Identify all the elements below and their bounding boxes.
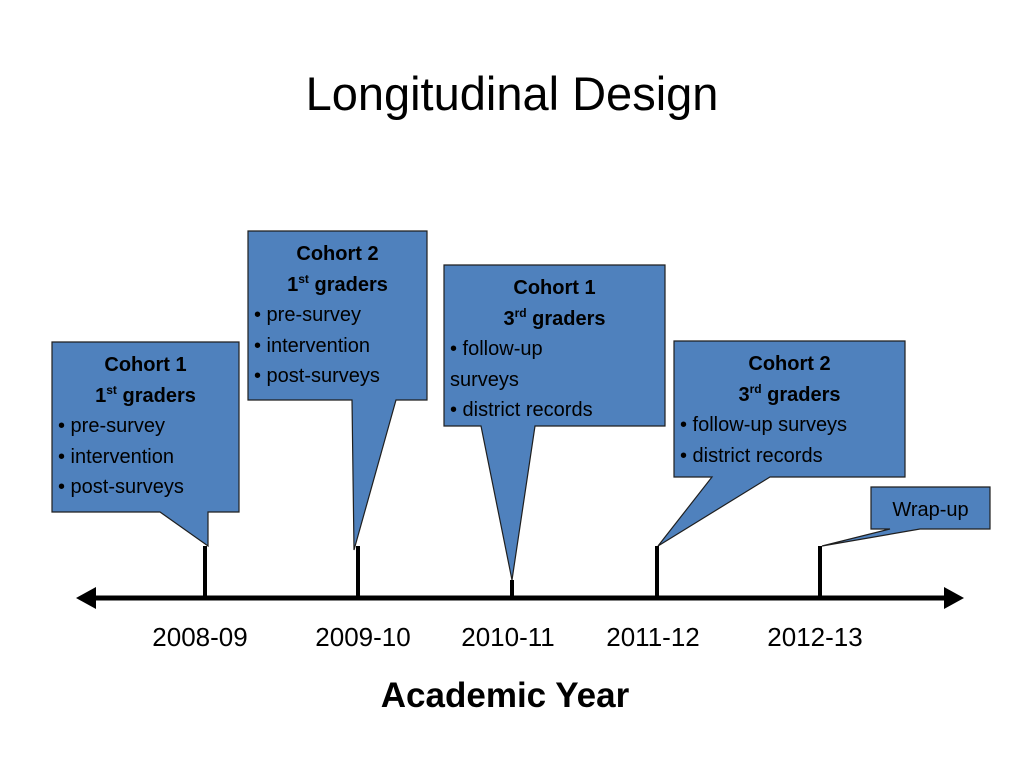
callout-cohort2-3rd: Cohort 2 3rd graders • follow-up surveys…	[674, 345, 905, 475]
callout-item: • district records	[450, 399, 593, 421]
callout-cohort: Cohort 1	[104, 354, 187, 376]
year-label-2009-10: 2009-10	[315, 622, 411, 652]
callout-1-shape	[51, 341, 240, 548]
callout-cohort1-1st: Cohort 1 1st graders • pre-survey • inte…	[52, 346, 239, 507]
callout-cohort: Cohort 2	[748, 353, 831, 375]
callout-item: • district records	[680, 444, 823, 467]
callout-5-shape	[821, 486, 991, 547]
callout-grade: 1st graders	[95, 382, 196, 407]
callout-cohort2-1st: Cohort 2 1st graders • pre-survey • inte…	[248, 235, 427, 396]
callout-label: Wrap-up	[892, 499, 969, 521]
callout-cohort: Cohort 2	[296, 243, 379, 265]
callout-3-shape	[443, 264, 666, 581]
year-label-2008-09: 2008-09	[152, 622, 248, 652]
callout-item: • follow-up surveys	[450, 338, 543, 391]
year-label-2011-12: 2011-12	[606, 622, 700, 652]
callout-grade: 1st graders	[287, 271, 388, 296]
callout-item: • follow-up surveys	[680, 414, 848, 436]
year-label-2012-13: 2012-13	[767, 622, 863, 652]
axis-label: Academic Year	[380, 676, 630, 715]
callout-item: • pre-survey	[254, 304, 362, 326]
callout-cohort: Cohort 1	[513, 277, 596, 299]
arrow-right-icon	[944, 587, 964, 609]
callout-item: • pre-survey	[58, 415, 166, 437]
year-label-2010-11: 2010-11	[461, 622, 555, 652]
callout-item: • intervention	[58, 445, 174, 468]
callout-wrap-up: Wrap-up	[871, 491, 990, 530]
callout-2-shape	[247, 230, 428, 551]
callout-item: • post-surveys	[254, 365, 380, 387]
callout-grade: 3rd graders	[738, 381, 841, 406]
callout-cohort1-3rd: Cohort 1 3rd graders • follow-up surveys…	[444, 269, 644, 430]
slide-title: Longitudinal Design	[305, 67, 719, 120]
callout-grade: 3rd graders	[503, 305, 606, 330]
callout-item: • intervention	[254, 334, 370, 357]
callout-4-shape	[657, 340, 906, 547]
arrow-left-icon	[76, 587, 96, 609]
callout-item: • post-surveys	[58, 476, 184, 498]
